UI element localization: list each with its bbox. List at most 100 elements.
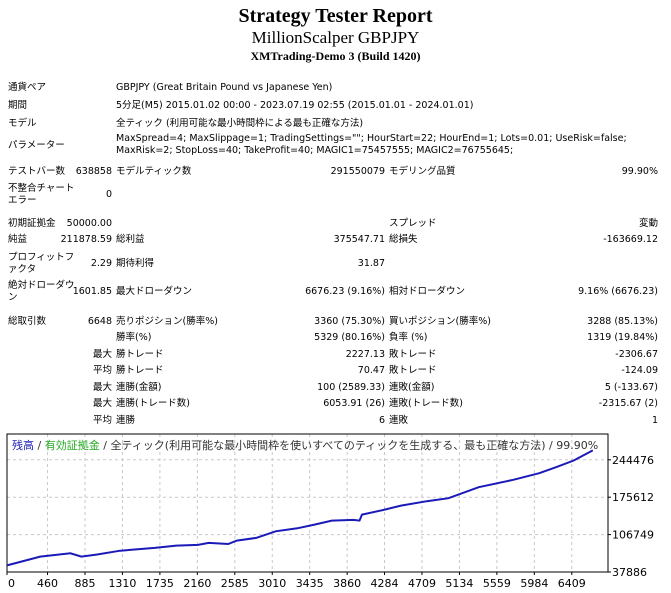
value: 全ティック (利用可能な最小時間枠による最も正確な方法) <box>116 118 364 129</box>
stat-label: 連勝(金額) <box>116 382 162 393</box>
stat-label: 連敗(金額) <box>389 382 435 393</box>
y-tick-label: 244476 <box>612 454 654 467</box>
stat-value: 平均 <box>92 365 112 376</box>
stat-label: 連勝(トレード数) <box>116 398 190 409</box>
label: モデルティック数 <box>116 166 192 177</box>
label: パラメーター <box>8 140 65 151</box>
stat-label: スプレッド <box>389 218 437 229</box>
stat-label: 初期証拠金 <box>8 218 56 229</box>
x-tick-label: 460 <box>37 577 58 590</box>
stat-value: 1601.85 <box>72 286 112 297</box>
plot-frame <box>6 433 609 573</box>
stat-value: 3288 (85.13%) <box>587 316 658 327</box>
label: テストバー数 <box>8 166 66 177</box>
x-tick-label: 6409 <box>558 577 586 590</box>
x-tick-label: 3010 <box>258 577 286 590</box>
stat-value: 31.87 <box>357 258 385 269</box>
y-tick-label: 106749 <box>612 529 654 542</box>
x-tick-label: 5559 <box>483 577 511 590</box>
stat-label: 連勝 <box>116 415 136 426</box>
legend-quality: 99.90% <box>556 439 598 452</box>
x-tick-label: 0 <box>8 577 15 590</box>
x-tick-label: 5134 <box>445 577 473 590</box>
stat-value: 最大 <box>92 398 112 409</box>
stat-label: 総利益 <box>116 234 145 245</box>
legend-model: 全ティック(利用可能な最小時間枠を使いすべてのティックを生成する、最も正確な方法… <box>110 438 545 452</box>
stat-label: 負率 (%) <box>389 332 428 343</box>
legend-sep: / <box>38 439 42 452</box>
stat-value: 1319 (19.84%) <box>587 332 658 343</box>
x-tick-label: 1310 <box>108 577 136 590</box>
stat-label: 絶対ドローダウン <box>8 280 75 303</box>
stat-value: 9.16% (6676.23) <box>578 286 658 297</box>
value: 99.90% <box>621 166 658 177</box>
x-tick-label: 4284 <box>371 577 399 590</box>
stat-value: 5329 (80.16%) <box>314 332 385 343</box>
stat-value: 1 <box>651 415 658 426</box>
x-tick-label: 3860 <box>333 577 361 590</box>
value: 5分足(M5) 2015.01.02 00:00 - 2023.07.19 02… <box>116 100 474 111</box>
server-build: XMTrading-Demo 3 (Build 1420) <box>250 49 421 63</box>
value: GBPJPY (Great Britain Pound vs Japanese … <box>116 82 333 93</box>
stat-label: 総損失 <box>389 234 418 245</box>
stat-label: 期待利得 <box>116 258 155 269</box>
legend-balance: 残高 <box>12 438 34 452</box>
stat-label: 相対ドローダウン <box>389 286 466 297</box>
stat-label: 連敗 <box>389 415 409 426</box>
x-axis: 0 460 885 1310 1735 2160 2585 3010 3435 3860 4284 4… <box>6 572 586 590</box>
stat-value: 3360 (75.30%) <box>314 316 385 327</box>
chart-legend: 残高 / 有効証拠金 / 全ティック(利用可能な最小時間枠を使いすべてのティック… <box>12 438 598 452</box>
x-tick-label: 2585 <box>221 577 249 590</box>
value: 0 <box>105 189 112 200</box>
legend-sep: / <box>103 439 107 452</box>
legend-equity: 有効証拠金 <box>45 438 100 452</box>
x-tick-label: 3435 <box>296 577 324 590</box>
stat-value: 最大 <box>92 349 112 360</box>
stat-value: -2306.67 <box>615 349 658 360</box>
stat-value: 6053.91 (26) <box>323 398 385 409</box>
stat-value: 100 (2589.33) <box>317 382 385 393</box>
legend-sep: / <box>549 439 553 452</box>
x-tick-label: 2160 <box>183 577 211 590</box>
x-tick-label: 885 <box>74 577 95 590</box>
y-tick-label: 175612 <box>612 491 654 504</box>
value: 291550079 <box>330 166 385 177</box>
report-title: Strategy Tester Report <box>238 5 433 27</box>
x-tick-label: 4709 <box>408 577 436 590</box>
stat-value: 6676.23 (9.16%) <box>305 286 385 297</box>
label: 不整合チャートエラー <box>8 183 75 206</box>
balance-chart: 0 460 885 1310 1735 2160 2585 3010 3435 3860 4284 4… <box>6 433 654 590</box>
stat-value: 211878.59 <box>60 234 112 245</box>
value: 638858 <box>75 166 112 177</box>
stat-label: 純益 <box>8 234 28 245</box>
stat-label: 敗トレード <box>389 365 437 376</box>
stat-value: 70.47 <box>357 365 385 376</box>
stat-value: 変動 <box>638 218 658 229</box>
stat-label: 総取引数 <box>8 316 47 327</box>
stat-label: 最大ドローダウン <box>116 286 193 297</box>
stat-label: プロフィットファクタ <box>8 252 75 275</box>
chart-grid <box>7 434 608 572</box>
y-axis: 37886 106749 175612 244476 <box>608 454 654 579</box>
stat-value: -124.09 <box>621 365 658 376</box>
stat-value: 375547.71 <box>333 234 385 245</box>
label: 期間 <box>8 100 28 111</box>
stat-value: -163669.12 <box>603 234 658 245</box>
stat-label: 買いポジション(勝率%) <box>389 316 491 327</box>
stat-label: 連敗(トレード数) <box>389 398 463 409</box>
y-tick-label: 37886 <box>612 566 647 579</box>
stat-value: 平均 <box>92 415 112 426</box>
stat-label: 勝トレード <box>116 365 164 376</box>
balance-line <box>6 449 594 567</box>
label: モデリング品質 <box>389 166 456 177</box>
report-subtitle: MillionScalper GBPJPY <box>251 28 420 47</box>
label: 通貨ペア <box>8 82 47 93</box>
x-tick-label: 5984 <box>520 577 548 590</box>
value: MaxSpread=4; MaxSlippage=1; TradingSetti… <box>116 133 627 156</box>
stat-label: 敗トレード <box>389 349 437 360</box>
stat-label: 勝率(%) <box>116 332 152 343</box>
stat-value: 2227.13 <box>345 349 385 360</box>
stat-value: 6648 <box>87 316 112 327</box>
stat-value: 5 (-133.67) <box>604 382 658 393</box>
stat-value: 6 <box>378 415 385 426</box>
